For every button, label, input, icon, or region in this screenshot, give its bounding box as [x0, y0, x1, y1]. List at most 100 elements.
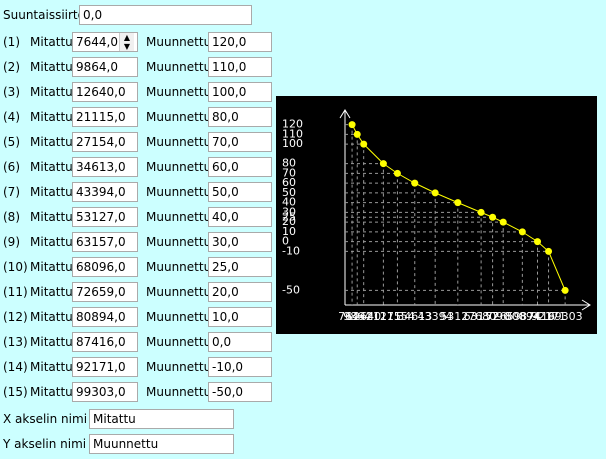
measured-input[interactable]: 87416,0 [72, 332, 138, 352]
measured-label: Mitattu [30, 335, 73, 349]
measured-input[interactable]: 72659,0 [72, 282, 138, 302]
data-point [348, 121, 356, 129]
chart: 1201101008070605040302520100-10-50764498… [276, 96, 597, 334]
row-index: (4) [3, 110, 20, 124]
converted-input[interactable]: 10,0 [208, 307, 272, 327]
measured-input[interactable]: 63157,0 [72, 232, 138, 252]
row-index: (14) [3, 360, 28, 374]
x-tick-label: 43394 [418, 310, 453, 323]
x-axis-input[interactable]: Mitattu [89, 409, 234, 429]
data-point [534, 238, 542, 246]
y-axis-input[interactable]: Muunnettu [89, 434, 234, 454]
chart-background [276, 96, 597, 334]
x-arrow [581, 299, 591, 311]
spinner[interactable]: ▲ ▼ [119, 33, 134, 51]
converted-input[interactable]: 50,0 [208, 182, 272, 202]
measured-input[interactable]: 53127,0 [72, 207, 138, 227]
x-tick-label: 7644 [338, 310, 366, 323]
data-point [477, 208, 485, 216]
x-tick-label: 12640 [346, 310, 381, 323]
row-index: (11) [3, 285, 28, 299]
row-index: (3) [3, 85, 20, 99]
data-point [545, 247, 553, 255]
x-tick-label: 21115 [366, 310, 401, 323]
row-index: (9) [3, 235, 20, 249]
measured-input[interactable]: 21115,0 [72, 107, 138, 127]
converted-label: Muunnettu [146, 310, 212, 324]
converted-input[interactable]: 100,0 [208, 82, 272, 102]
converted-label: Muunnettu [146, 335, 212, 349]
x-tick-label: 9864 [343, 310, 371, 323]
measured-input[interactable]: 68096,0 [72, 257, 138, 277]
x-tick-label: 63157 [464, 310, 499, 323]
y-axis-label: Y akselin nimi [3, 437, 87, 451]
measured-label: Mitattu [30, 210, 73, 224]
converted-input[interactable]: 60,0 [208, 157, 272, 177]
measured-input[interactable]: 34613,0 [72, 157, 138, 177]
measured-label: Mitattu [30, 385, 73, 399]
y-tick-label: 50 [282, 186, 296, 199]
converted-label: Muunnettu [146, 160, 212, 174]
data-point [454, 199, 462, 207]
y-tick-label: 110 [282, 127, 303, 140]
converted-label: Muunnettu [146, 285, 212, 299]
measured-label: Mitattu [30, 160, 73, 174]
y-tick-label: 120 [282, 118, 303, 131]
y-tick-label: 70 [282, 166, 296, 179]
measured-input[interactable]: 92171,0 [72, 357, 138, 377]
measured-label: Mitattu [30, 235, 73, 249]
data-point [353, 130, 361, 138]
measured-label: Mitattu [30, 310, 73, 324]
row-index: (2) [3, 60, 20, 74]
converted-input[interactable]: -10,0 [208, 357, 272, 377]
converted-label: Muunnettu [146, 60, 212, 74]
measured-label: Mitattu [30, 260, 73, 274]
row-index: (8) [3, 210, 20, 224]
converted-input[interactable]: 120,0 [208, 32, 272, 52]
offset-label: Suuntaissiirto [3, 8, 85, 22]
x-tick-label: 68096 [475, 310, 510, 323]
measured-input[interactable]: 43394,0 [72, 182, 138, 202]
measured-input[interactable]: 80894,0 [72, 307, 138, 327]
converted-input[interactable]: 25,0 [208, 257, 272, 277]
converted-label: Muunnettu [146, 385, 212, 399]
converted-label: Muunnettu [146, 260, 212, 274]
y-tick-label: 40 [282, 196, 296, 209]
y-tick-label: 20 [282, 215, 296, 228]
measured-label: Mitattu [30, 285, 73, 299]
converted-input[interactable]: 70,0 [208, 132, 272, 152]
y-tick-label: 0 [282, 235, 289, 248]
y-tick-label: 25 [282, 210, 296, 223]
row-index: (1) [3, 35, 20, 49]
row-index: (7) [3, 185, 20, 199]
measured-label: Mitattu [30, 360, 73, 374]
data-point [499, 218, 507, 226]
row-index: (5) [3, 135, 20, 149]
converted-input[interactable]: 20,0 [208, 282, 272, 302]
converted-input[interactable]: 40,0 [208, 207, 272, 227]
x-tick-label: 87416 [520, 310, 555, 323]
y-tick-label: 30 [282, 205, 296, 218]
measured-input[interactable]: 9864,0 [72, 57, 138, 77]
measured-input[interactable]: 27154,0 [72, 132, 138, 152]
offset-input[interactable]: 0,0 [79, 5, 252, 25]
converted-input[interactable]: -50,0 [208, 382, 272, 402]
data-point [431, 189, 439, 197]
converted-label: Muunnettu [146, 360, 212, 374]
measured-input[interactable]: 99303,0 [72, 382, 138, 402]
converted-input[interactable]: 30,0 [208, 232, 272, 252]
data-point [393, 169, 401, 177]
measured-input[interactable]: 12640,0 [72, 82, 138, 102]
y-tick-label: -50 [282, 283, 300, 296]
converted-input[interactable]: 80,0 [208, 107, 272, 127]
data-point [489, 213, 497, 221]
x-tick-label: 27154 [380, 310, 415, 323]
converted-input[interactable]: 0,0 [208, 332, 272, 352]
row-index: (10) [3, 260, 28, 274]
converted-input[interactable]: 110,0 [208, 57, 272, 77]
measured-label: Mitattu [30, 60, 73, 74]
x-tick-label: 99303 [548, 310, 583, 323]
converted-label: Muunnettu [146, 135, 212, 149]
data-point [561, 286, 569, 294]
